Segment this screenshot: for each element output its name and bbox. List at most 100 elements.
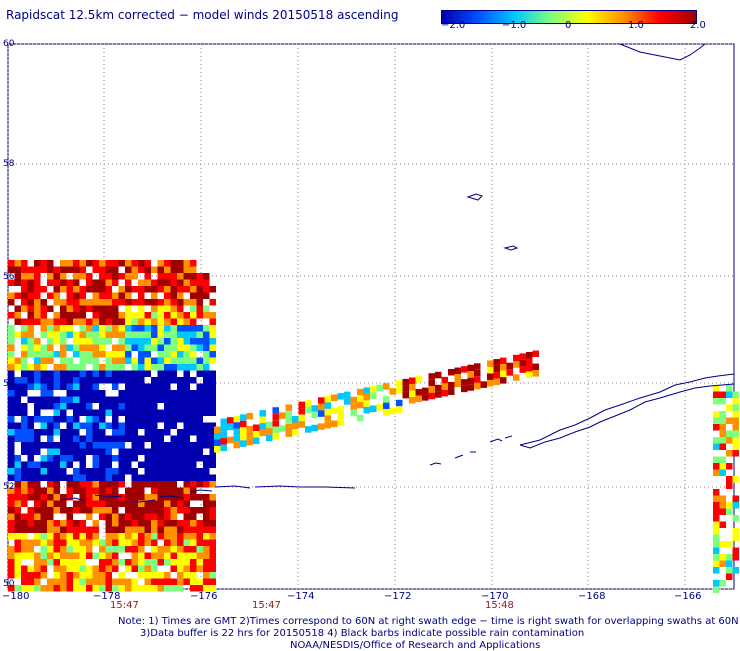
wind-cell [157, 357, 164, 364]
wind-cell [118, 422, 125, 429]
wind-cell [86, 273, 93, 280]
wind-cell [151, 299, 158, 306]
wind-cell [92, 370, 99, 377]
wind-cell [118, 429, 125, 436]
wind-cell [79, 260, 86, 267]
wind-cell [40, 325, 47, 332]
wind-cell [53, 422, 60, 429]
wind-cell [183, 286, 190, 293]
wind-cell [40, 513, 47, 520]
wind-cell [190, 422, 197, 429]
wind-cell [170, 481, 177, 488]
wind-cell [66, 442, 73, 449]
wind-cell [14, 481, 21, 488]
wind-cell [713, 508, 720, 515]
wind-cell [177, 338, 184, 345]
wind-cell [138, 442, 145, 449]
wind-cell [170, 331, 177, 338]
wind-cell [177, 273, 184, 280]
wind-cell [79, 500, 86, 507]
wind-cell [34, 461, 41, 468]
wind-cell [203, 578, 210, 585]
wind-cell [487, 379, 494, 387]
wind-cell [40, 474, 47, 481]
wind-cell [125, 416, 132, 423]
wind-cell [60, 396, 67, 403]
wind-cell [713, 463, 720, 470]
wind-cell [53, 403, 60, 410]
wind-cell [344, 398, 351, 405]
wind-cell [92, 351, 99, 358]
wind-cell [60, 533, 67, 540]
wind-cell [34, 507, 41, 514]
wind-cell [21, 331, 28, 338]
wind-cell [118, 455, 125, 462]
wind-cell [209, 565, 216, 572]
wind-cell [138, 318, 145, 325]
wind-cell [144, 266, 151, 273]
wind-cell [14, 455, 21, 462]
wind-cell [8, 455, 15, 462]
wind-cell [357, 401, 364, 409]
wind-cell [73, 260, 80, 267]
wind-cell [209, 500, 216, 507]
wind-cell [177, 403, 184, 410]
wind-cell [190, 364, 197, 371]
wind-cell [726, 502, 733, 509]
wind-cell [66, 494, 73, 501]
time-label: 15:47 [252, 600, 281, 611]
wind-cell [125, 546, 132, 553]
wind-cell [27, 318, 34, 325]
wind-cell [47, 377, 54, 384]
wind-cell [53, 546, 60, 553]
wind-cell [487, 360, 494, 367]
wind-cell [164, 585, 171, 592]
wind-cell [79, 487, 86, 494]
wind-cell [118, 377, 125, 384]
wind-cell [21, 520, 28, 527]
wind-cell [14, 364, 21, 371]
wind-cell [151, 409, 158, 416]
wind-cell [118, 357, 125, 364]
wind-cell [27, 494, 34, 501]
wind-cell [183, 344, 190, 351]
wind-cell [144, 429, 151, 436]
wind-cell [47, 552, 54, 559]
wind-cell [131, 364, 138, 371]
wind-cell [157, 260, 164, 267]
wind-cell [164, 494, 171, 501]
wind-cell [164, 572, 171, 579]
wind-cell [190, 318, 197, 325]
wind-cell [209, 533, 216, 540]
wind-cell [27, 364, 34, 371]
wind-cell [73, 416, 80, 423]
wind-cell [170, 299, 177, 306]
wind-cell [157, 461, 164, 468]
wind-cell [8, 383, 15, 390]
wind-cell [183, 416, 190, 423]
wind-cell [170, 396, 177, 403]
wind-cell [86, 481, 93, 488]
colorbar [441, 10, 697, 24]
wind-cell [79, 390, 86, 397]
wind-cell [190, 526, 197, 533]
wind-cell [99, 539, 106, 546]
wind-cell [713, 417, 720, 424]
wind-cell [131, 533, 138, 540]
wind-cell [170, 513, 177, 520]
wind-cell [164, 546, 171, 553]
wind-cell [164, 526, 171, 533]
wind-cell [138, 396, 145, 403]
wind-cell [86, 578, 93, 585]
wind-cell [105, 552, 112, 559]
wind-cell [144, 331, 151, 338]
wind-cell [34, 429, 41, 436]
wind-cell [27, 396, 34, 403]
wind-cell [532, 370, 539, 377]
wind-cell [138, 474, 145, 481]
wind-cell [79, 585, 86, 592]
wind-cell [105, 377, 112, 384]
wind-cell [370, 392, 377, 399]
wind-cell [86, 429, 93, 436]
wind-cell [125, 305, 132, 312]
